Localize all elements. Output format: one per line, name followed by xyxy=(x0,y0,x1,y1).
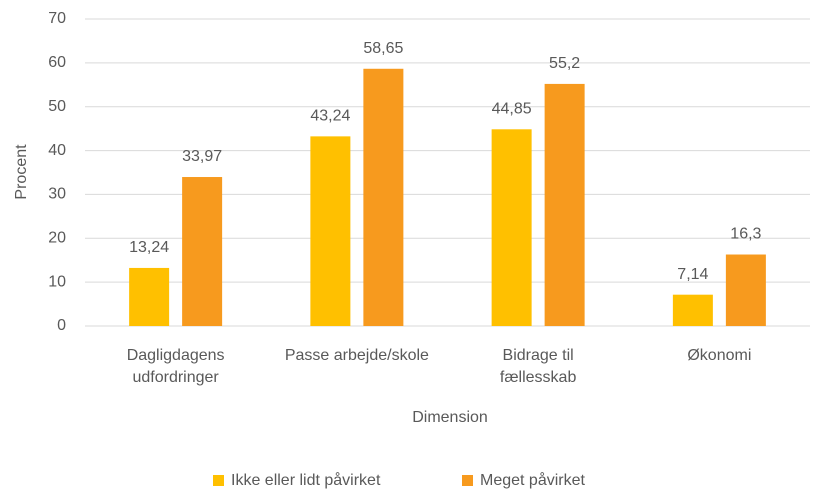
value-label: 55,2 xyxy=(549,55,580,72)
x-tick-label: Passe arbejde/skole xyxy=(285,347,429,364)
legend-label: Meget påvirket xyxy=(480,471,585,489)
bar xyxy=(363,68,404,326)
legend-swatch xyxy=(213,475,224,486)
bar xyxy=(491,129,532,326)
value-label: 16,3 xyxy=(730,226,761,243)
x-tick-label: Bidrage til fællesskab xyxy=(500,347,577,386)
y-tick-label: 10 xyxy=(48,273,66,290)
legend-swatch xyxy=(462,475,473,486)
value-label: 58,65 xyxy=(363,40,403,57)
bar xyxy=(672,294,713,326)
y-tick-label: 60 xyxy=(48,54,66,71)
y-tick-label: 0 xyxy=(57,317,66,334)
bar xyxy=(725,254,766,326)
value-label: 33,97 xyxy=(182,148,222,165)
bar xyxy=(544,83,585,326)
bar xyxy=(182,177,223,326)
x-tick-label: Økonomi xyxy=(687,347,751,364)
bar xyxy=(310,136,351,326)
value-label: 7,14 xyxy=(677,266,708,283)
bar xyxy=(129,267,170,326)
value-label: 43,24 xyxy=(310,108,350,125)
y-tick-label: 50 xyxy=(48,98,66,115)
y-tick-label: 40 xyxy=(48,142,66,159)
y-tick-label: 30 xyxy=(48,186,66,203)
legend-label: Ikke eller lidt påvirket xyxy=(231,471,381,489)
y-axis-title: Procent xyxy=(13,144,30,200)
y-tick-label: 70 xyxy=(48,10,66,27)
value-label: 13,24 xyxy=(129,239,169,256)
x-tick-label: Dagligdagens udfordringer xyxy=(127,347,225,386)
x-axis-title: Dimension xyxy=(412,409,488,426)
y-tick-label: 20 xyxy=(48,230,66,247)
value-label: 44,85 xyxy=(492,101,532,118)
